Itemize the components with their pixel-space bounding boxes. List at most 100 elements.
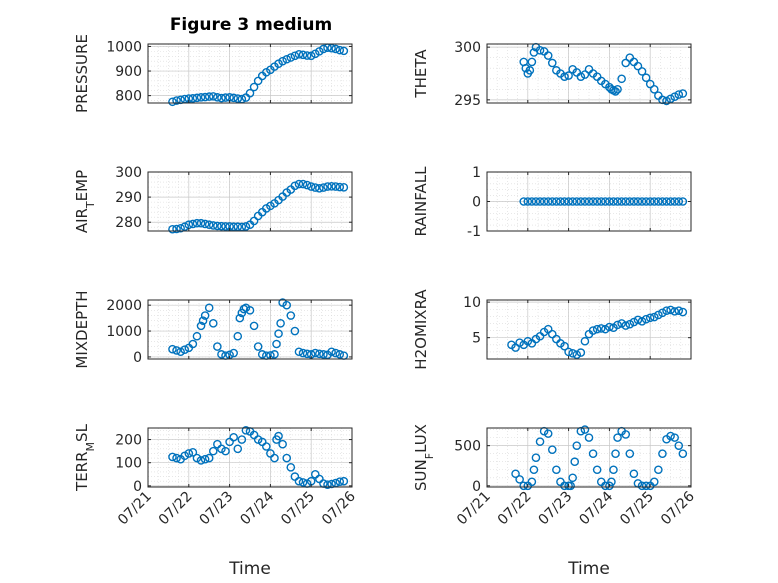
data-point	[601, 197, 610, 206]
data-point	[645, 79, 655, 89]
data-point	[208, 446, 218, 456]
data-point	[592, 324, 602, 334]
data-point	[645, 313, 655, 323]
data-point	[229, 93, 238, 103]
y-tick-label: 100	[115, 456, 142, 472]
data-point	[306, 182, 316, 191]
data-point	[237, 435, 247, 444]
data-point	[576, 197, 586, 206]
data-point	[200, 219, 210, 229]
data-point	[249, 321, 259, 331]
data-point	[580, 197, 590, 206]
data-point	[241, 222, 251, 231]
data-point	[294, 179, 304, 189]
data-point	[527, 197, 537, 206]
data-point	[564, 347, 573, 357]
data-point	[229, 432, 238, 442]
data-point	[213, 221, 222, 231]
data-point	[617, 319, 626, 328]
data-point	[515, 338, 524, 347]
data-point	[670, 92, 679, 101]
data-point	[654, 197, 663, 206]
data-point	[208, 221, 218, 230]
data-point	[196, 218, 206, 228]
data-point	[678, 89, 688, 98]
data-point	[674, 197, 684, 206]
data-point	[674, 441, 684, 450]
data-point	[339, 183, 349, 192]
data-point	[229, 222, 238, 232]
data-point	[262, 442, 271, 451]
data-point	[654, 310, 663, 320]
y-tick-label: 280	[115, 215, 142, 231]
y-axis-label: H2OMIXRA	[412, 289, 430, 370]
panel-1: 800 900 1000 PRESSURE	[73, 34, 353, 113]
axes-background	[148, 428, 352, 487]
data-point	[649, 197, 659, 206]
data-point	[666, 305, 675, 315]
data-point	[180, 345, 190, 354]
data-point	[192, 331, 202, 341]
data-point	[607, 477, 616, 487]
data-point	[649, 85, 659, 94]
data-point	[609, 197, 618, 206]
data-point	[596, 197, 606, 206]
data-point	[315, 184, 324, 193]
data-point	[188, 339, 198, 349]
data-point	[249, 216, 259, 226]
data-point	[543, 197, 553, 206]
data-point	[552, 197, 561, 206]
axes-box	[147, 299, 353, 360]
data-point	[327, 347, 336, 357]
data-point	[572, 197, 582, 206]
data-point	[323, 480, 332, 489]
panel-2: 295 300 THETA	[412, 40, 692, 109]
data-point	[335, 182, 345, 192]
data-point	[233, 94, 243, 103]
data-point	[617, 74, 626, 84]
y-tick-label: 295	[454, 93, 481, 109]
data-point	[535, 46, 545, 55]
data-point	[221, 446, 230, 456]
data-point	[331, 44, 340, 54]
data-point	[310, 183, 320, 192]
data-point	[241, 426, 251, 435]
data-point	[168, 452, 177, 462]
data-point	[168, 224, 177, 234]
data-point	[200, 311, 210, 320]
data-point	[588, 449, 598, 458]
axes-box	[147, 171, 353, 232]
data-point	[290, 181, 300, 191]
data-point	[531, 453, 541, 463]
data-point	[335, 350, 345, 359]
y-tick-label: 0	[472, 195, 481, 211]
data-point	[233, 331, 243, 341]
data-point	[221, 222, 230, 231]
data-point	[531, 197, 541, 206]
data-point	[327, 182, 336, 191]
data-point	[609, 465, 618, 475]
data-point	[302, 51, 312, 60]
data-point	[233, 222, 243, 232]
data-point	[180, 222, 190, 232]
y-axis-label: AIRTEMP	[73, 170, 97, 233]
data-point	[245, 88, 255, 98]
data-point	[621, 197, 631, 206]
data-point	[560, 72, 569, 81]
data-point	[547, 58, 557, 68]
data-point	[674, 90, 684, 99]
data-point	[188, 219, 198, 229]
data-point	[621, 430, 631, 439]
data-point	[327, 479, 336, 489]
data-point	[613, 85, 622, 94]
data-point	[249, 82, 259, 92]
y-axis-label: RAINFALL	[412, 166, 430, 237]
data-point	[200, 92, 210, 102]
x-axis-label: Time	[567, 559, 610, 579]
data-point	[339, 46, 349, 56]
data-point	[629, 317, 639, 327]
data-point	[200, 454, 210, 464]
data-point	[678, 197, 688, 206]
data-point	[580, 425, 590, 434]
data-point	[662, 306, 671, 315]
